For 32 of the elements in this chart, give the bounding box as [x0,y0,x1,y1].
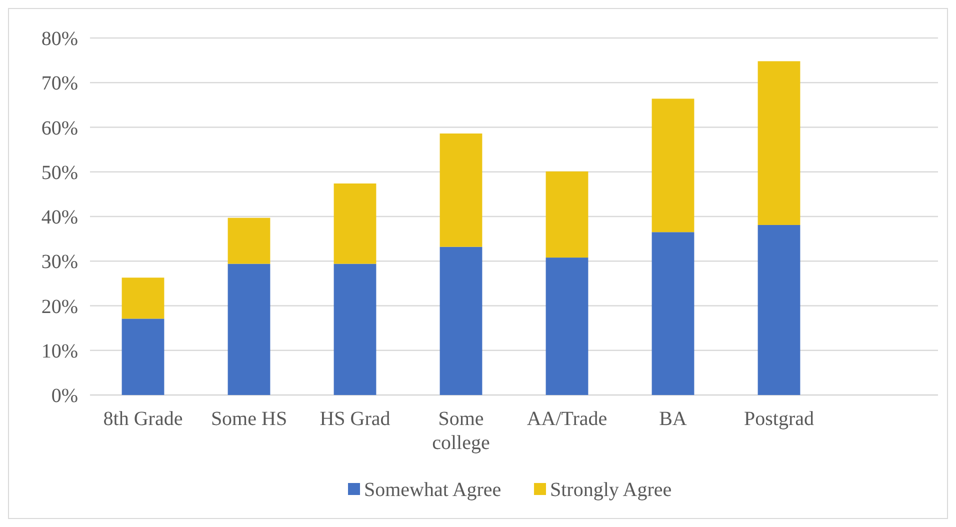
bar [122,278,164,319]
bar [546,171,588,258]
bar [228,218,270,264]
x-tick-label: Some HS [210,408,288,430]
bar [334,183,376,264]
x-tick-label: Some college [432,408,490,454]
bar [440,133,482,247]
x-tick-label: Postgrad [744,408,814,430]
x-tick-label: BA [659,408,688,430]
x-tick-label: HS Grad [320,408,390,430]
bar [228,264,270,395]
bar [758,224,800,395]
x-tick-label: 8th Grade [103,408,183,430]
bar [440,246,482,395]
y-tick-label: 10% [41,340,78,362]
y-tick-label: 0% [51,385,78,407]
bar [122,318,164,395]
y-tick-label: 60% [41,117,78,140]
bar [758,61,800,225]
y-tick-label: 70% [41,72,78,95]
y-tick-label: 80% [41,28,78,50]
x-tick-label: AA/Trade [526,408,608,430]
y-tick-label: 30% [41,251,78,274]
legend-label: Strongly Agree [550,479,672,501]
y-tick-label: 40% [41,206,78,228]
legend-label: Somewhat Agree [364,479,502,501]
bar [652,98,694,232]
y-tick-label: 20% [41,296,78,318]
bar [546,258,588,395]
bar [334,264,376,395]
bar [652,232,694,395]
y-tick-label: 50% [41,162,78,184]
